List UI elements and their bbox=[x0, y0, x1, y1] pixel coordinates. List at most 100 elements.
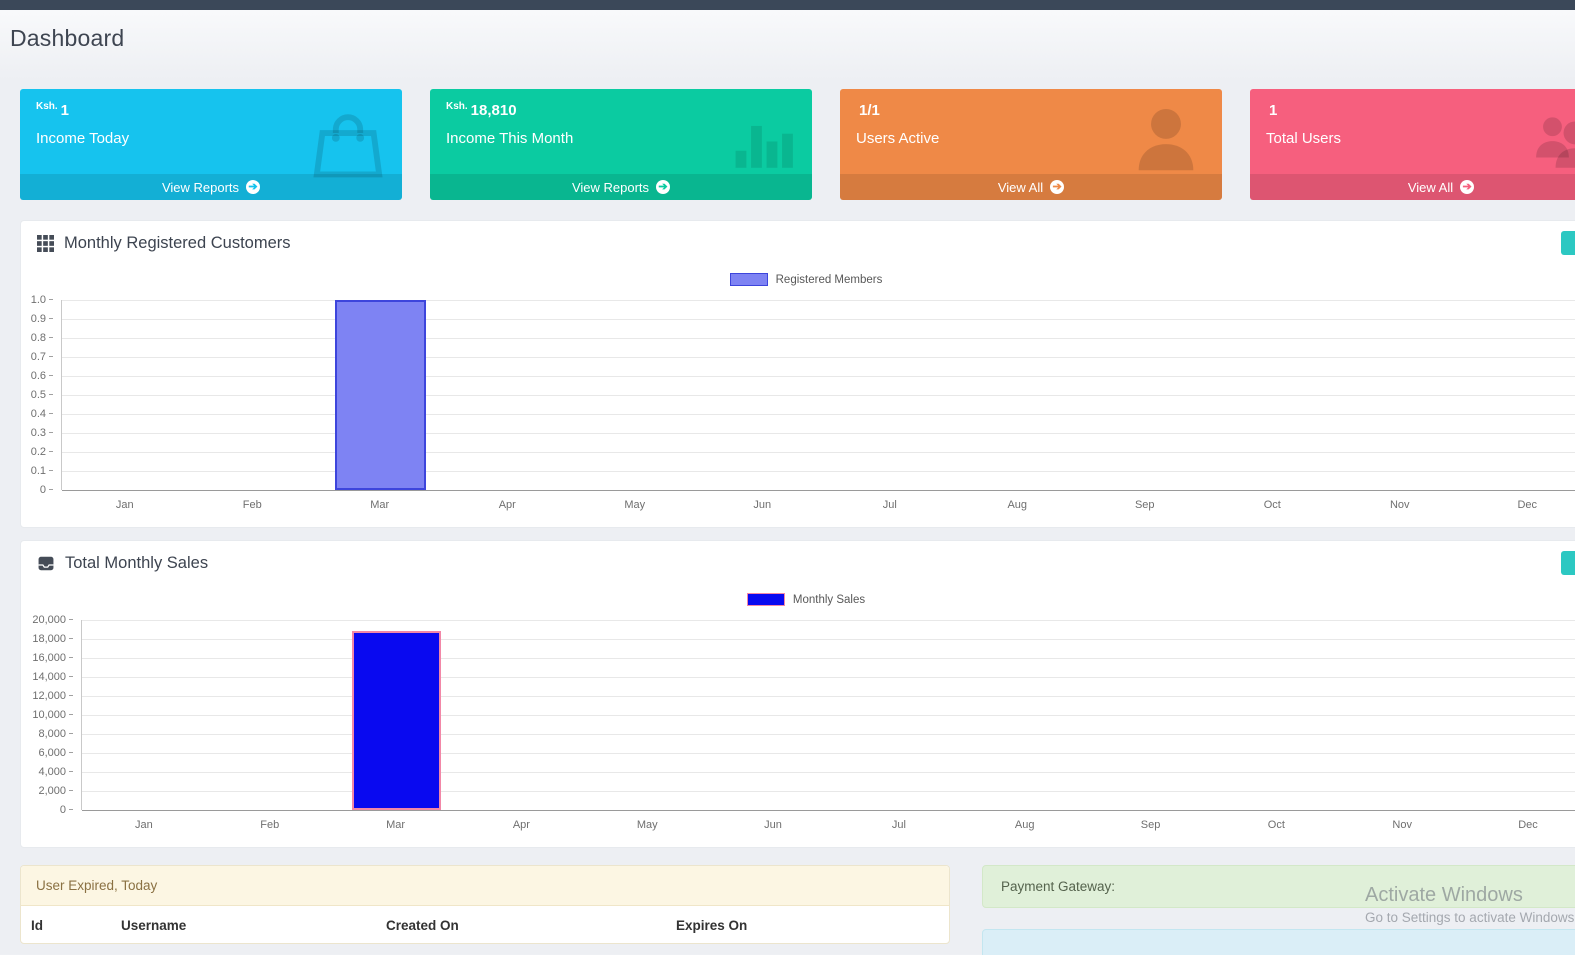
y-axis-label: 16,000 bbox=[32, 652, 73, 664]
y-axis-label: 12,000 bbox=[32, 690, 73, 702]
y-axis-label: 20,000 bbox=[32, 614, 73, 626]
column-header-username: Username bbox=[121, 918, 187, 933]
gridline bbox=[62, 490, 1575, 491]
stat-card-income-this-month: Ksh. 18,810 Income This Month View Report… bbox=[430, 89, 812, 200]
x-axis-label: Dec bbox=[1518, 819, 1538, 831]
view-all-link[interactable]: View All ➔ bbox=[1250, 174, 1575, 200]
x-axis-label: Oct bbox=[1267, 819, 1285, 831]
gridline bbox=[62, 338, 1575, 339]
bar-mar bbox=[335, 300, 426, 490]
legend-label: Monthly Sales bbox=[792, 593, 866, 606]
gridline bbox=[82, 658, 1575, 659]
gridline bbox=[62, 357, 1575, 358]
x-axis-label: Apr bbox=[498, 499, 516, 511]
currency-prefix: Ksh. bbox=[446, 101, 468, 112]
gridline bbox=[82, 734, 1575, 735]
y-axis-label: 0.8 bbox=[31, 332, 53, 344]
column-header-expires-on: Expires On bbox=[676, 918, 748, 933]
chart-legend: Monthly Sales bbox=[21, 593, 1575, 606]
registered-customers-chart: 1.0 0.9 0.8 0.7 0.6 0.5 0.4 0.3 0.2 0.1 0 Jan Feb Mar… bbox=[21, 294, 1575, 527]
x-axis-label: Feb bbox=[242, 499, 262, 511]
gridline bbox=[82, 715, 1575, 716]
stat-card-users-active: 1/1 Users Active View All ➔ bbox=[840, 89, 1222, 200]
y-axis-label: 0.6 bbox=[31, 370, 53, 382]
shopping-bag-icon bbox=[308, 105, 388, 183]
gridline bbox=[82, 791, 1575, 792]
panel-total-monthly-sales: Total Monthly Sales Monthly Sales 20,000… bbox=[20, 540, 1575, 848]
arrow-circle-right-icon: ➔ bbox=[1050, 180, 1065, 194]
view-reports-link[interactable]: View Reports ➔ bbox=[430, 174, 812, 200]
column-header-created-on: Created On bbox=[386, 918, 459, 933]
x-axis-label: Jun bbox=[753, 499, 772, 511]
x-axis-label: May bbox=[636, 819, 658, 831]
y-axis-label: 0.3 bbox=[31, 427, 53, 439]
view-all-link[interactable]: View All ➔ bbox=[840, 174, 1222, 200]
panel-collapse-button[interactable] bbox=[1561, 551, 1575, 575]
stat-card-total-users: 1 Total Users View All ➔ bbox=[1250, 89, 1575, 200]
expired-users-table: Id Username Created On Expires On bbox=[21, 906, 949, 943]
legend-swatch bbox=[746, 593, 785, 606]
y-axis-label: 0.4 bbox=[31, 408, 53, 420]
gridline bbox=[82, 696, 1575, 697]
x-axis-label: Aug bbox=[1014, 819, 1035, 831]
bar-mar bbox=[351, 631, 441, 810]
card-value: 1 bbox=[1269, 102, 1278, 119]
panel-title: Total Monthly Sales bbox=[65, 554, 209, 572]
view-reports-link[interactable]: View Reports ➔ bbox=[20, 174, 402, 200]
card-value: Ksh. 1 bbox=[36, 101, 70, 119]
gridline bbox=[82, 677, 1575, 678]
gridline bbox=[82, 772, 1575, 773]
gridline bbox=[82, 753, 1575, 754]
panel-collapse-button[interactable] bbox=[1561, 231, 1575, 255]
card-body: 1 Total Users bbox=[1250, 89, 1575, 174]
payment-gateway-label: Payment Gateway: bbox=[1001, 879, 1116, 894]
panel-monthly-registered-customers: Monthly Registered Customers Registered … bbox=[20, 220, 1575, 528]
bar-chart-icon bbox=[734, 117, 796, 169]
x-axis-label: Nov bbox=[1389, 499, 1410, 511]
y-axis-label: 18,000 bbox=[32, 633, 73, 645]
gridline bbox=[62, 414, 1575, 415]
x-axis-label: Nov bbox=[1392, 819, 1412, 831]
x-axis-label: Jul bbox=[891, 819, 906, 831]
info-panel bbox=[982, 929, 1575, 955]
x-axis-label: Jan bbox=[115, 499, 134, 511]
card-body: 1/1 Users Active bbox=[840, 89, 1222, 174]
y-axis-label: 0 bbox=[60, 804, 73, 816]
y-axis-label: 0.1 bbox=[31, 465, 53, 477]
y-axis-label: 2,000 bbox=[38, 785, 73, 797]
y-axis-label: 4,000 bbox=[38, 766, 73, 778]
y-axis-label: 0.7 bbox=[31, 351, 53, 363]
x-axis-label: Jan bbox=[135, 819, 153, 831]
legend-label: Registered Members bbox=[775, 273, 883, 286]
arrow-circle-right-icon: ➔ bbox=[1460, 180, 1475, 194]
x-axis-label: Jun bbox=[764, 819, 782, 831]
column-header-id: Id bbox=[31, 918, 43, 933]
user-icon bbox=[1128, 99, 1204, 175]
stat-cards-row: Ksh. 1 Income Today View Reports ➔ Ksh. 18… bbox=[20, 89, 1575, 200]
arrow-circle-right-icon: ➔ bbox=[656, 180, 671, 194]
y-axis-label: 6,000 bbox=[38, 747, 73, 759]
x-axis-label: Sep bbox=[1140, 819, 1161, 831]
y-axis-label: 14,000 bbox=[32, 671, 73, 683]
x-axis-label: Mar bbox=[386, 819, 406, 831]
card-body: Ksh. 18,810 Income This Month bbox=[430, 89, 812, 174]
card-label: Users Active bbox=[856, 130, 940, 147]
card-label: Total Users bbox=[1266, 130, 1342, 147]
panel-user-expired-today: User Expired, Today Id Username Created … bbox=[20, 865, 950, 944]
gridline bbox=[62, 452, 1575, 453]
panel-title: Monthly Registered Customers bbox=[64, 234, 291, 252]
y-axis-label: 0.2 bbox=[31, 446, 53, 458]
y-axis-label: 0.9 bbox=[31, 313, 53, 325]
y-axis-label: 1.0 bbox=[31, 294, 53, 306]
x-axis-label: Feb bbox=[260, 819, 280, 831]
stat-card-income-today: Ksh. 1 Income Today View Reports ➔ bbox=[20, 89, 402, 200]
inbox-icon bbox=[37, 555, 55, 572]
gridline bbox=[62, 395, 1575, 396]
chart-legend: Registered Members bbox=[21, 273, 1575, 286]
card-label: Income This Month bbox=[446, 130, 574, 147]
currency-prefix: Ksh. bbox=[36, 101, 58, 112]
gridline bbox=[82, 620, 1575, 621]
card-value: 1/1 bbox=[859, 102, 880, 119]
payment-gateway-panel: Payment Gateway: bbox=[982, 865, 1575, 908]
gridline bbox=[62, 319, 1575, 320]
